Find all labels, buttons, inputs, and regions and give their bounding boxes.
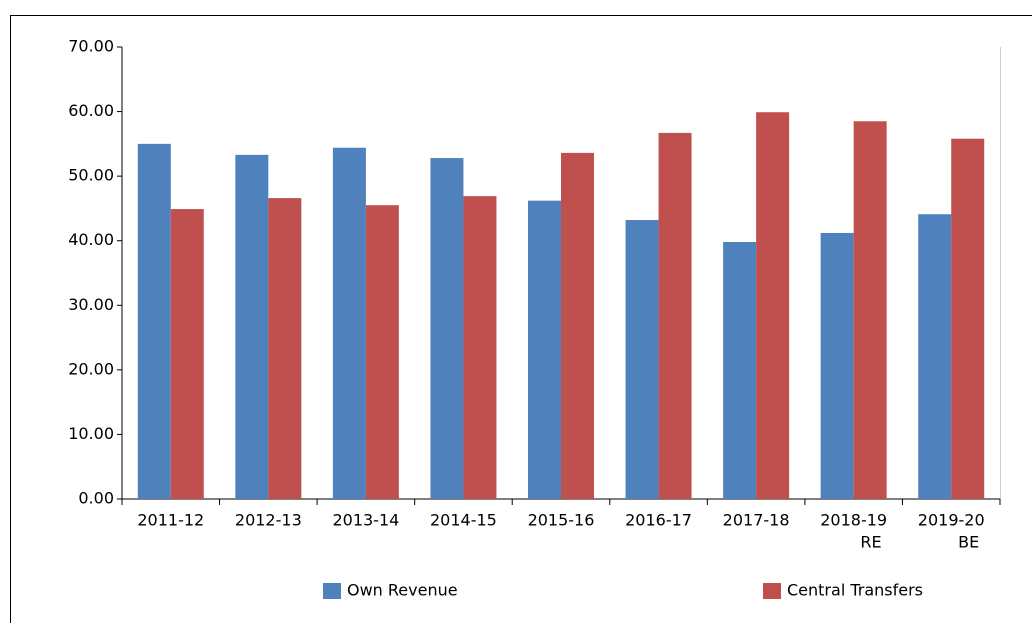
x-tick-label: 2012-13 [235,511,302,530]
bar [918,214,952,500]
bar [268,198,302,499]
x-tick-label: 2011-12 [137,511,204,530]
legend-label: Central Transfers [787,581,923,600]
x-tick-label: 2015-16 [528,511,595,530]
x-tick-label: 2014-15 [430,511,497,530]
bar [820,232,854,500]
y-tick-label: 0.00 [78,489,114,508]
bar [137,143,171,499]
bar [170,209,204,499]
legend-label: Own Revenue [347,581,458,600]
bar [951,138,985,500]
x-tick-label: 2016-17 [625,511,692,530]
x-tick-label: 2019-20 [918,511,985,530]
x-tick-label: 2013-14 [332,511,399,530]
bar [332,147,366,499]
y-tick-label: 10.00 [68,424,114,443]
y-tick-label: 60.00 [68,101,114,120]
y-tick-label: 70.00 [68,37,114,56]
bar [430,158,464,499]
y-tick-label: 20.00 [68,359,114,378]
bar [658,132,692,499]
bar [756,112,790,500]
y-tick-label: 50.00 [68,166,114,185]
bar [723,242,757,499]
legend-swatch [323,583,341,599]
y-tick-label: 40.00 [68,230,114,249]
bar [853,121,887,499]
bar [561,152,594,499]
x-tick-label: 2017-18 [723,511,790,530]
frame [10,15,1032,623]
x-tick-label: RE [860,533,881,552]
bar [365,205,399,499]
bar [625,220,659,499]
y-tick-label: 30.00 [68,295,114,314]
bar [235,154,269,499]
bar [528,200,561,499]
x-tick-label: 2018-19 [820,511,887,530]
x-tick-label: BE [958,533,979,552]
bar [463,196,497,499]
legend-swatch [763,583,781,599]
